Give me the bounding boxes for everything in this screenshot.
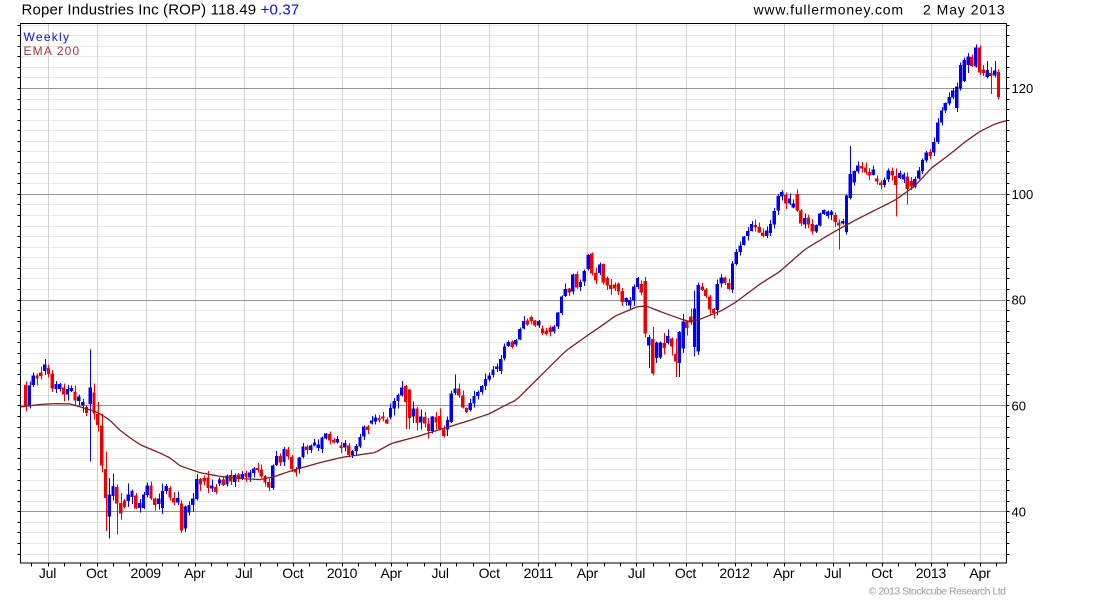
svg-text:Apr: Apr [969,565,991,581]
svg-text:Jul: Jul [824,565,841,581]
svg-text:80: 80 [1012,293,1026,308]
svg-text:Oct: Oct [871,565,892,581]
svg-text:Jul: Jul [628,565,645,581]
svg-text:Jul: Jul [235,565,252,581]
svg-text:Apr: Apr [381,565,403,581]
svg-text:Apr: Apr [773,565,795,581]
svg-text:2011: 2011 [524,565,554,581]
svg-text:www.fullermoney.com: www.fullermoney.com [753,2,904,18]
svg-text:2012: 2012 [719,565,750,581]
svg-text:Jul: Jul [431,565,448,581]
svg-text:Oct: Oct [675,565,696,581]
svg-text:Roper Industries Inc (ROP) 118: Roper Industries Inc (ROP) 118.49 +0.37 [22,2,300,19]
svg-text:Oct: Oct [479,565,500,581]
svg-text:100: 100 [1012,187,1034,202]
svg-text:Apr: Apr [577,565,599,581]
svg-text:2009: 2009 [131,565,162,581]
svg-text:EMA 200: EMA 200 [24,44,81,58]
svg-text:Weekly: Weekly [24,30,71,44]
svg-text:60: 60 [1012,399,1026,414]
svg-text:Oct: Oct [282,565,303,581]
svg-text:© 2013 Stockcube Research Ltd: © 2013 Stockcube Research Ltd [869,586,1006,598]
svg-text:2010: 2010 [327,565,358,581]
svg-text:2 May 2013: 2 May 2013 [923,2,1006,18]
svg-text:Oct: Oct [86,565,107,581]
svg-text:2013: 2013 [916,565,947,581]
svg-text:Apr: Apr [184,565,206,581]
svg-text:120: 120 [1012,81,1034,96]
svg-text:40: 40 [1012,504,1026,519]
svg-text:Jul: Jul [39,565,56,581]
